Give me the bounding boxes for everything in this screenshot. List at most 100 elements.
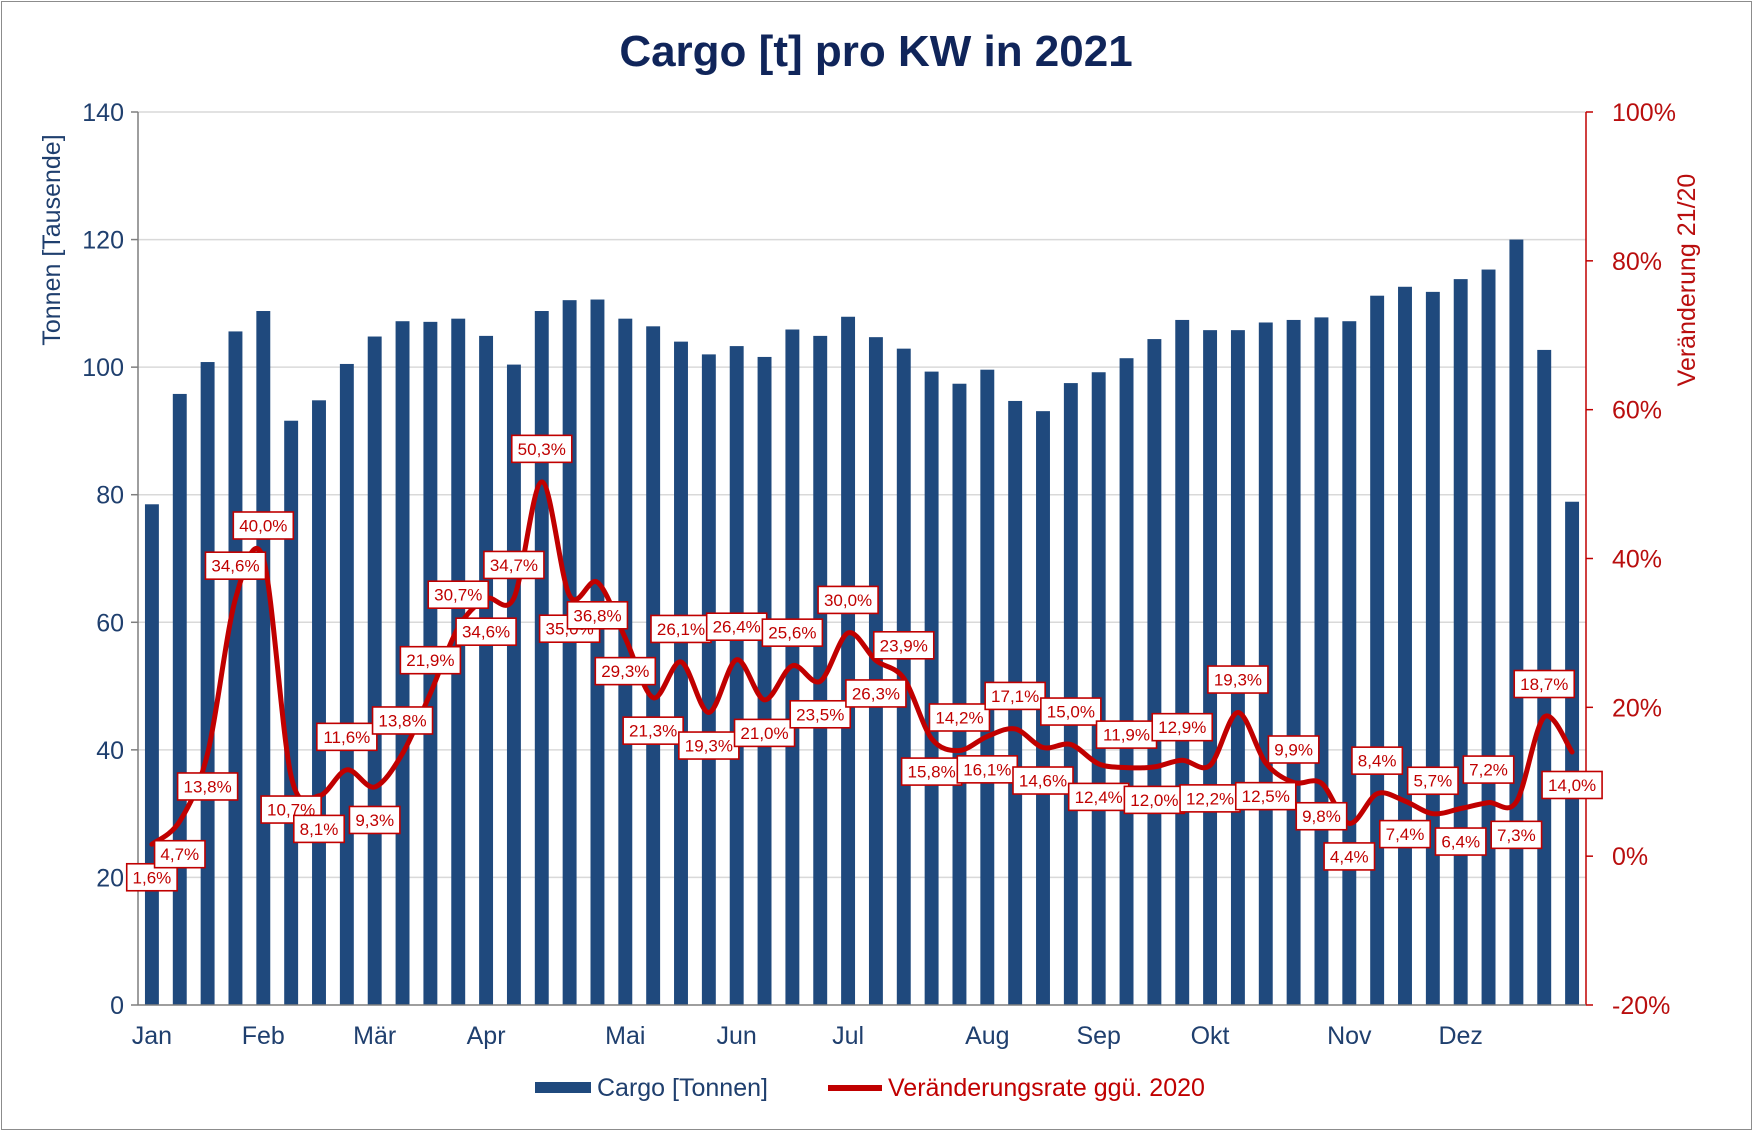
data-label-box	[705, 612, 768, 642]
data-label: 30,0%	[817, 585, 879, 615]
data-label: 9,9%	[1267, 735, 1320, 764]
data-label-text: 14,6%	[1019, 772, 1067, 791]
bar	[1091, 372, 1106, 1005]
data-label: 11,9%	[1095, 720, 1158, 749]
data-label-text: 7,4%	[1386, 825, 1425, 844]
data-label-text: 23,5%	[796, 705, 844, 724]
right-axis-tick-label: 80%	[1612, 248, 1662, 276]
bar	[256, 311, 271, 1005]
data-label: 8,1%	[292, 814, 345, 844]
data-label-text: 7,3%	[1497, 826, 1536, 845]
data-label-box	[232, 511, 295, 540]
data-label-box	[622, 716, 684, 745]
data-label: 11,6%	[316, 722, 378, 752]
right-axis-tick-label: 40%	[1612, 546, 1662, 574]
data-label-text: 9,3%	[355, 811, 394, 830]
bar	[590, 299, 605, 1005]
legend-line-label: Veränderungsrate ggü. 2020	[888, 1074, 1205, 1102]
bar	[172, 393, 187, 1005]
data-label-box	[733, 718, 796, 748]
data-label: 36,8%	[566, 601, 629, 630]
data-label-box	[1351, 746, 1404, 775]
data-label-text: 14,0%	[1548, 776, 1596, 795]
axes: 0 20 40 60 80 100 120 140 -20% 0% 20% 40% 60% 80% 100%…	[82, 99, 1676, 1050]
bar	[813, 335, 828, 1006]
data-label: 23,5%	[789, 699, 852, 729]
data-label-box	[1379, 819, 1432, 849]
data-label-box	[316, 722, 378, 752]
bar	[701, 354, 716, 1005]
bar	[1119, 358, 1134, 1005]
data-label-text: 5,7%	[1413, 772, 1452, 791]
data-label: 12,9%	[1151, 712, 1214, 742]
data-label: 9,3%	[348, 805, 401, 835]
change-rate-line	[149, 479, 1575, 847]
data-label: 19,3%	[678, 731, 740, 760]
right-axis-tick-label: 100%	[1612, 99, 1676, 127]
bar	[952, 383, 967, 1005]
right-axis-tick-label: 60%	[1612, 397, 1662, 425]
data-label: 34,6%	[455, 617, 517, 646]
data-label: 12,2%	[1179, 784, 1241, 813]
data-label-box	[984, 681, 1046, 711]
data-label-box	[817, 585, 879, 615]
data-label-text: 6,4%	[1441, 833, 1480, 852]
data-label: 25,6%	[761, 618, 824, 647]
data-label: 14,6%	[1012, 766, 1074, 795]
data-label-box	[510, 434, 573, 464]
data-label-box	[1040, 697, 1102, 726]
left-axis-label: Tonnen [Tausende]	[38, 134, 66, 345]
data-label-box	[845, 679, 907, 708]
data-label-box	[1434, 827, 1487, 856]
data-label-box	[761, 618, 824, 647]
data-label: 12,0%	[1123, 785, 1186, 815]
data-label-box	[789, 699, 852, 729]
data-label-box	[1462, 755, 1515, 784]
data-label-text: 12,4%	[1075, 788, 1123, 807]
x-axis-month-label: Jan	[132, 1022, 172, 1050]
x-axis-month-label: Apr	[467, 1022, 506, 1050]
data-label-box	[292, 814, 345, 844]
data-label-text: 11,6%	[323, 728, 370, 747]
right-axis-tick-label: 20%	[1612, 694, 1662, 722]
data-label-text: 21,3%	[629, 722, 677, 741]
data-label-box	[1513, 669, 1576, 699]
data-label: 13,8%	[176, 772, 239, 801]
data-label: 34,6%	[204, 551, 267, 580]
data-label: 15,8%	[900, 757, 963, 786]
data-label: 21,9%	[399, 645, 462, 675]
data-label-text: 25,6%	[768, 624, 816, 643]
data-label-box	[204, 551, 267, 580]
bar	[144, 504, 159, 1005]
data-label: 9,8%	[1295, 801, 1348, 831]
bar	[506, 364, 521, 1005]
data-label-text: 26,3%	[852, 684, 900, 703]
data-label: 7,4%	[1379, 819, 1432, 849]
data-label-text: 17,1%	[991, 687, 1039, 706]
data-label-box	[650, 614, 712, 644]
bar	[924, 371, 939, 1005]
left-axis-tick-label: 120	[82, 227, 124, 255]
x-axis-month-label: Jun	[717, 1022, 757, 1050]
data-label-box	[594, 656, 657, 686]
bar	[1398, 286, 1412, 1006]
data-label-text: 8,1%	[300, 820, 339, 839]
left-axis-tick-label: 60	[96, 609, 124, 637]
data-label-text: 8,4%	[1358, 752, 1397, 771]
bar	[479, 335, 494, 1006]
x-axis-month-label: Dez	[1438, 1022, 1482, 1050]
data-label-text: 13,8%	[184, 777, 232, 796]
data-label-text: 12,0%	[1130, 791, 1178, 810]
data-label: 5,7%	[1406, 766, 1459, 796]
left-axis-tick-label: 20	[96, 864, 124, 892]
data-label-box	[1179, 784, 1241, 813]
legend-bar-swatch	[535, 1082, 591, 1093]
data-label-box	[455, 617, 517, 646]
data-label-text: 12,5%	[1242, 787, 1290, 806]
data-label-box	[1323, 842, 1376, 871]
data-label-box	[1151, 712, 1214, 742]
data-label-text: 19,3%	[685, 737, 733, 756]
data-label: 26,4%	[705, 612, 768, 642]
data-label-text: 11,9%	[1103, 726, 1150, 745]
